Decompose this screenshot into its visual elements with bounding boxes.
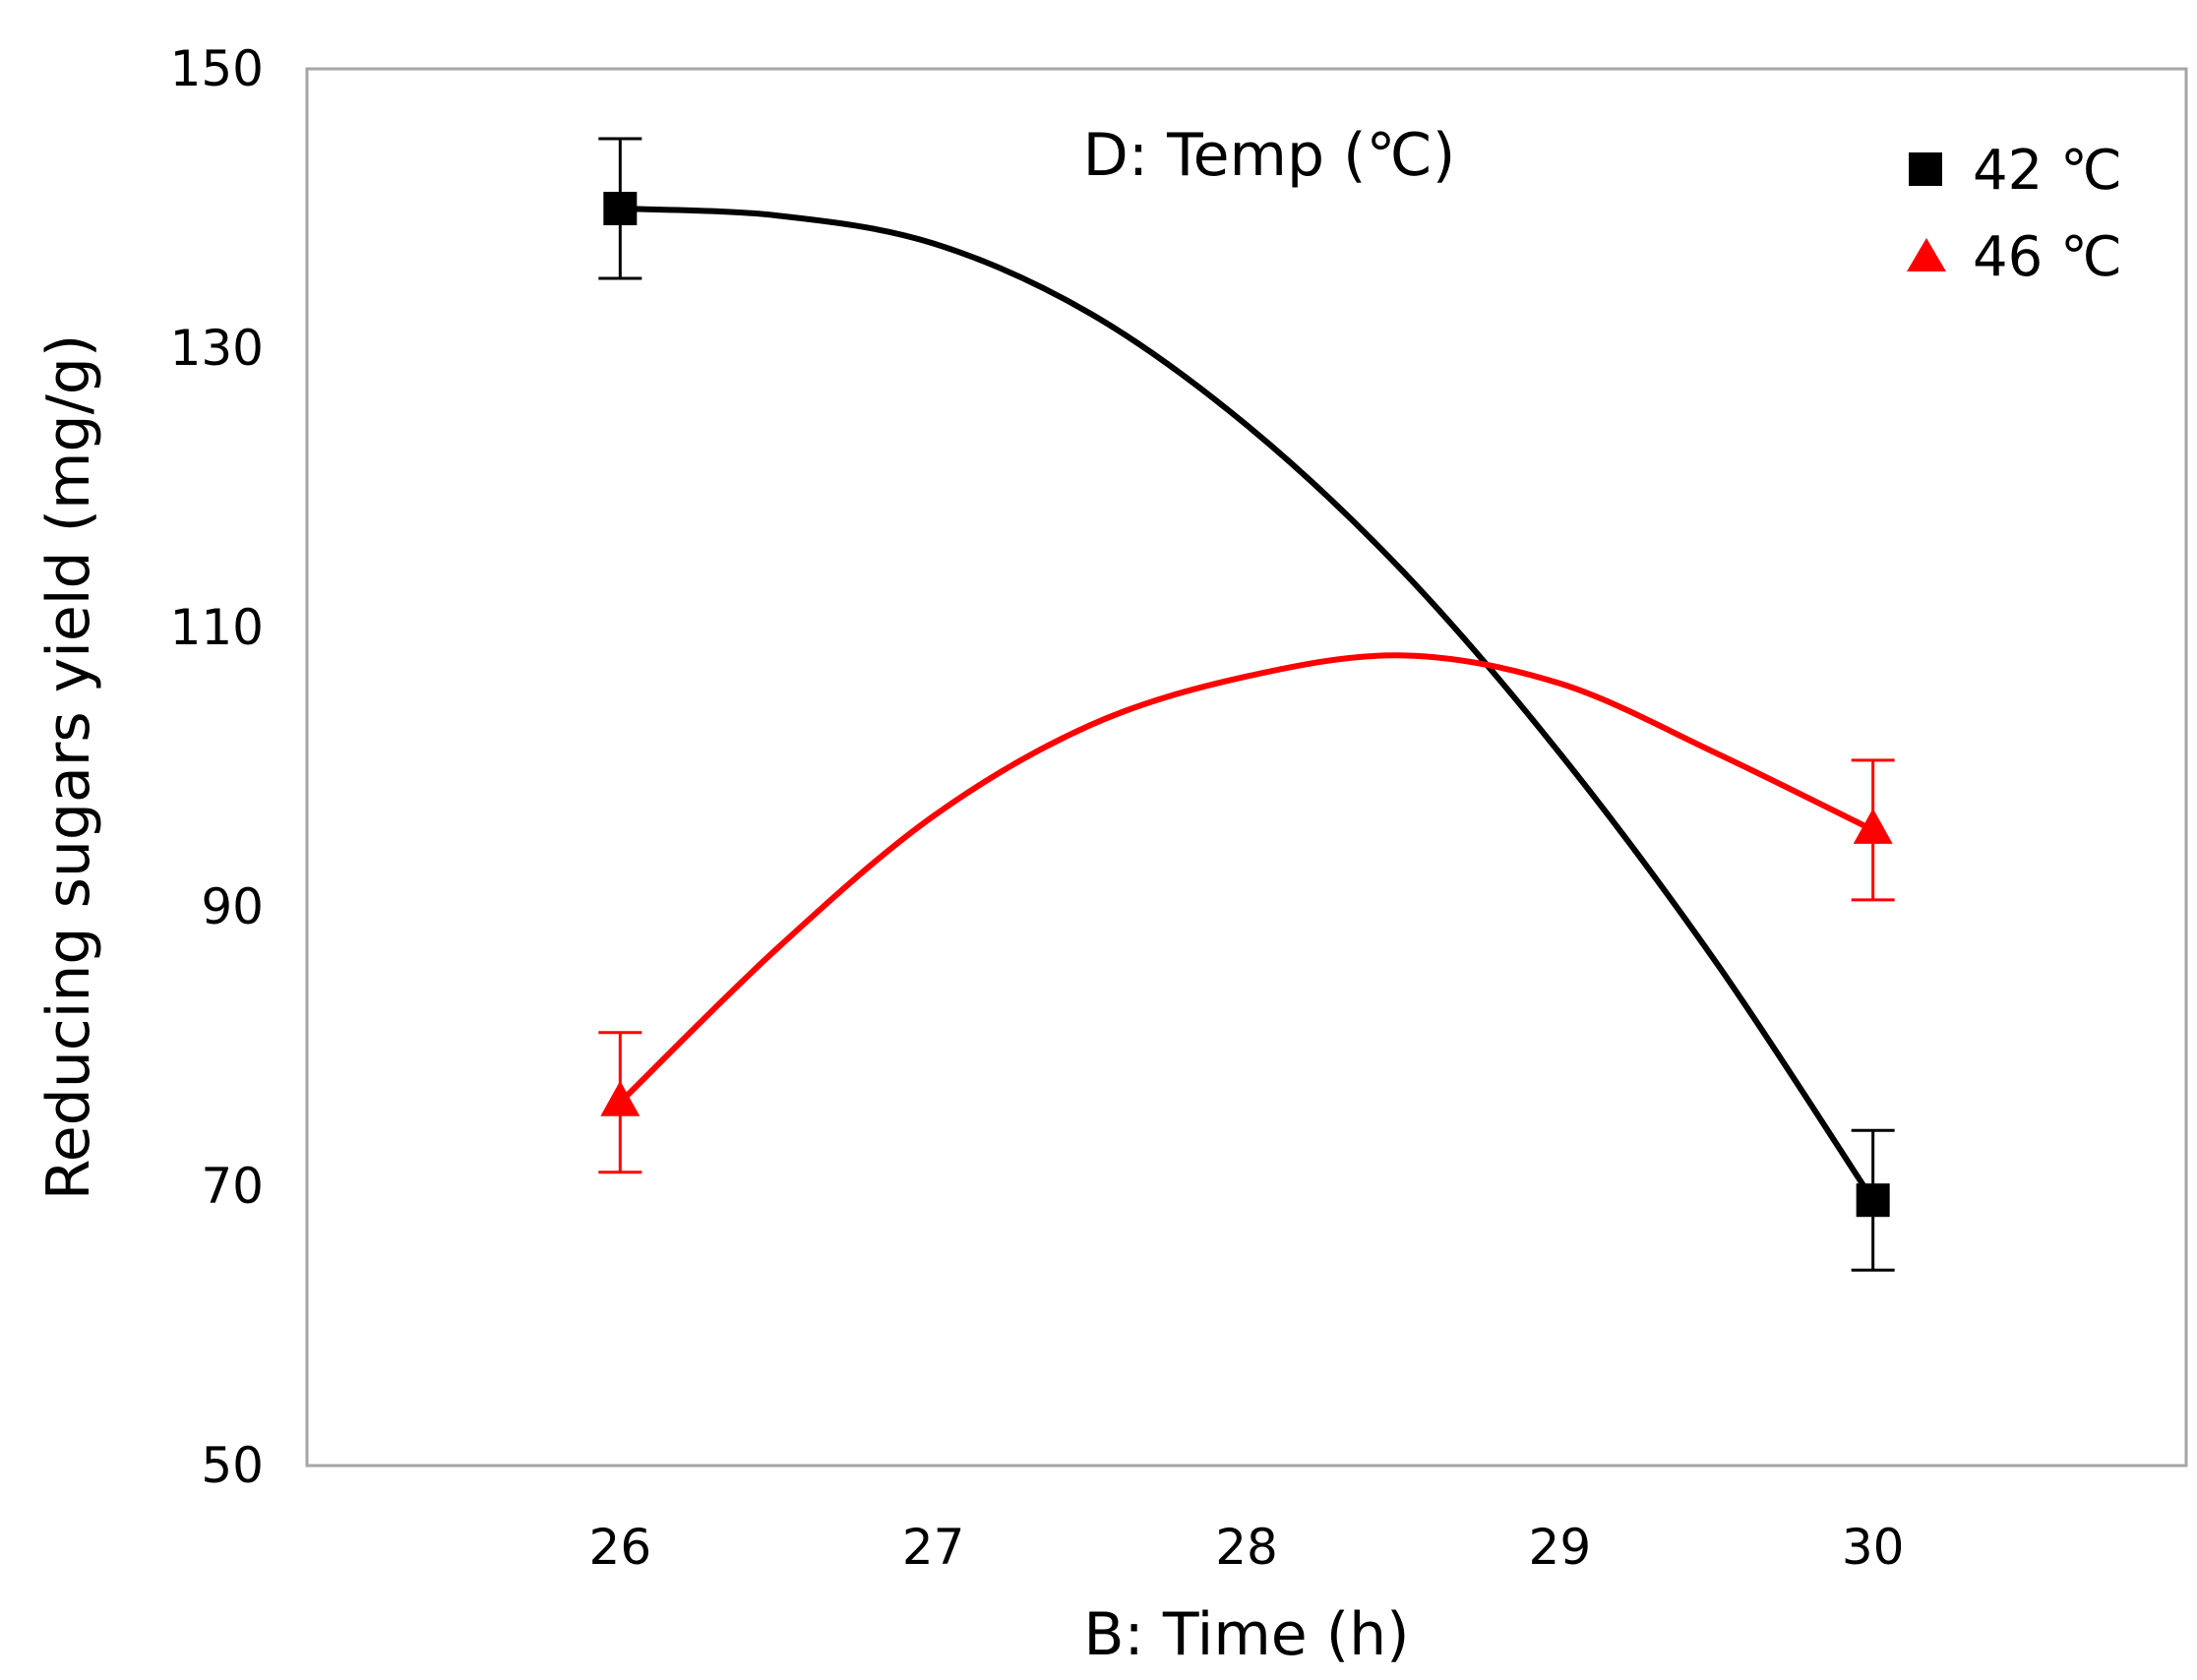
y-tick-label: 70 bbox=[201, 1158, 264, 1215]
legend-marker-46 bbox=[1907, 238, 1946, 271]
x-axis-title: B: Time (h) bbox=[1083, 1600, 1409, 1669]
data-point bbox=[600, 1080, 641, 1116]
legend-label-42: 42 ℃ bbox=[1973, 139, 2122, 203]
series-42c bbox=[598, 137, 1895, 1272]
x-tick-label: 29 bbox=[1529, 1519, 1592, 1576]
y-axis-ticks: 50 70 90 110 130 150 bbox=[170, 40, 264, 1494]
y-tick-label: 130 bbox=[170, 320, 264, 377]
x-tick-label: 30 bbox=[1842, 1519, 1905, 1576]
data-point bbox=[1853, 808, 1893, 844]
series-46c bbox=[598, 652, 1895, 1174]
x-tick-label: 27 bbox=[902, 1519, 965, 1576]
series-line bbox=[620, 206, 1876, 1202]
series-layer bbox=[598, 137, 1895, 1272]
legend-marker-42 bbox=[1909, 152, 1942, 186]
data-point bbox=[603, 192, 638, 225]
legend-label-46: 46 ℃ bbox=[1973, 225, 2122, 289]
data-point bbox=[1856, 1183, 1890, 1218]
y-axis-title: Reducing sugars yield (mg/g) bbox=[34, 334, 103, 1201]
plot-frame bbox=[305, 67, 2188, 1468]
y-tick-label: 110 bbox=[170, 599, 264, 656]
y-tick-label: 90 bbox=[201, 878, 264, 935]
series-line bbox=[618, 652, 1875, 1105]
legend: 42 ℃ 46 ℃ bbox=[1907, 139, 2122, 289]
y-tick-label: 50 bbox=[201, 1437, 264, 1494]
x-tick-label: 28 bbox=[1215, 1519, 1278, 1576]
temp-annotation: D: Temp (℃) bbox=[1083, 121, 1456, 190]
y-tick-label: 150 bbox=[170, 40, 264, 97]
x-tick-label: 26 bbox=[589, 1519, 652, 1576]
x-axis-ticks: 26 27 28 29 30 bbox=[589, 1519, 1905, 1576]
